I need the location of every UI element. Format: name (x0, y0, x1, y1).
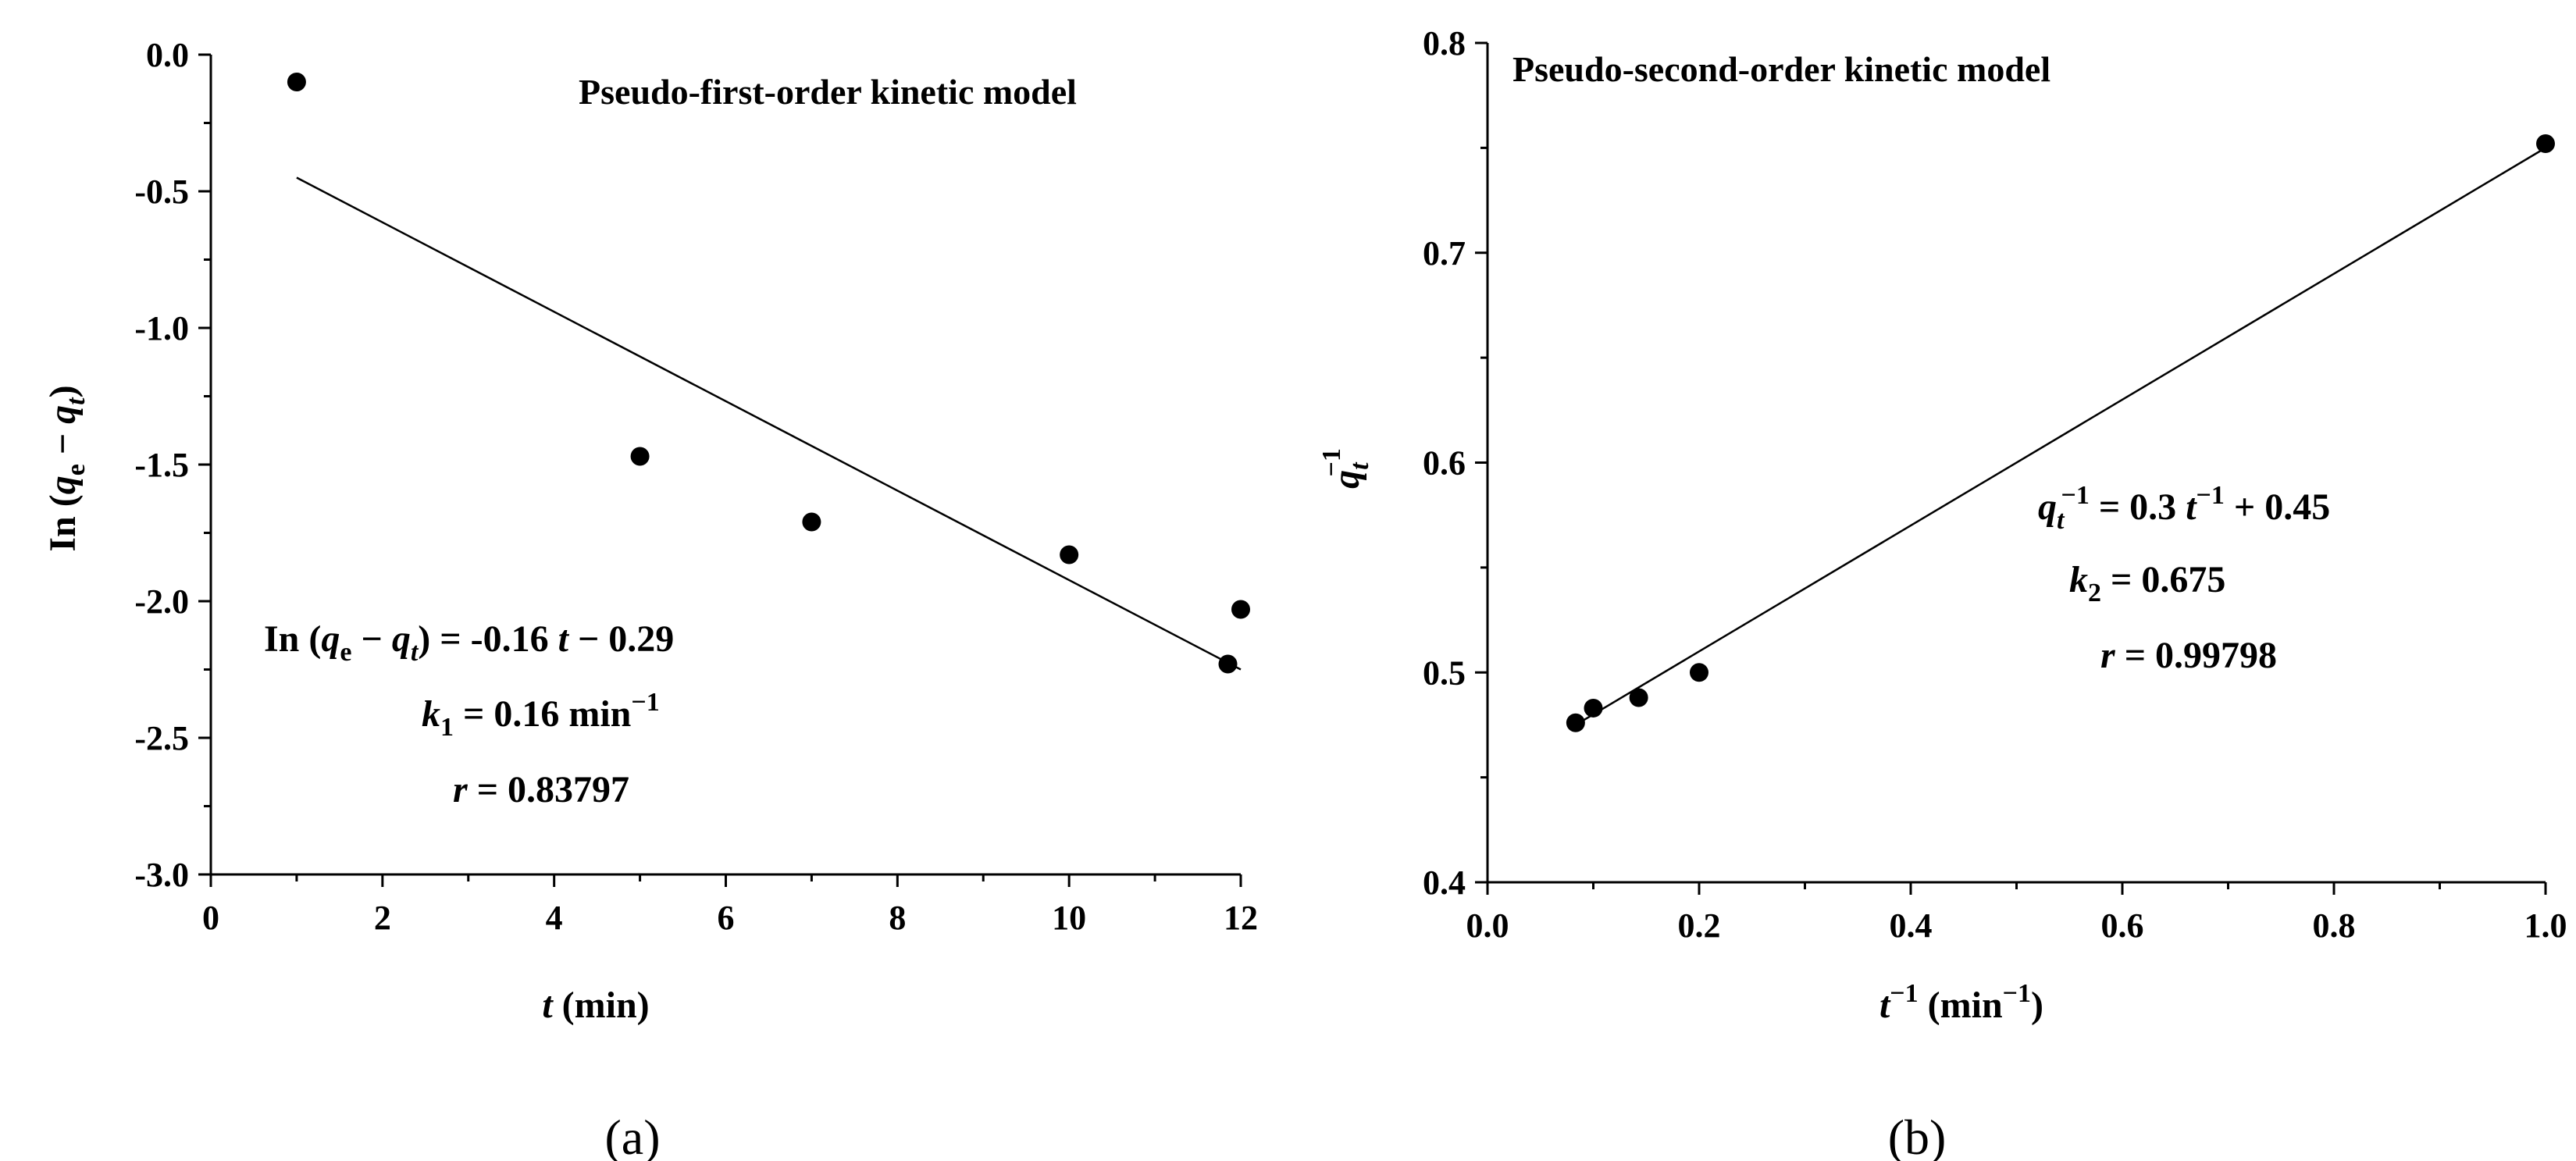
chart-a-panel-label: (a) (604, 1109, 660, 1161)
chart-a-y-tick-label: -2.5 (134, 719, 189, 757)
chart-a-data-point (802, 512, 821, 532)
chart-b-data-point (2536, 134, 2555, 153)
chart-a-data-point (1218, 654, 1238, 674)
chart-b-y-tick-label: 0.6 (1423, 444, 1466, 483)
chart-b-data-point (1584, 698, 1603, 718)
chart-a-x-ticks: 0 2 4 6 8 10 12 (202, 874, 1258, 937)
chart-b-fit-line-group (1575, 147, 2546, 726)
chart-b: 0.4 0.5 0.6 0.7 0.8 0.0 0.2 0.4 0.6 0.8 1.0 Pseud… (1317, 24, 2567, 1161)
chart-b-panel-label: (b) (1888, 1109, 1947, 1161)
chart-a-ylabel-pre: In ( (42, 494, 84, 551)
chart-a-y-ticks: 0.0 -0.5 -1.0 -1.5 -2.0 -2.5 -3.0 (134, 36, 211, 894)
chart-a-correlation: r = 0.83797 (453, 769, 629, 810)
chart-a-data-point (1060, 545, 1079, 564)
chart-a-rate-constant: k1 = 0.16 min−1 (422, 688, 660, 742)
chart-a-data-point (287, 73, 306, 91)
chart-a-x-tick-label: 2 (374, 899, 391, 937)
chart-b-y-tick-label: 0.5 (1423, 654, 1466, 692)
chart-a-x-tick-label: 12 (1224, 899, 1258, 937)
chart-a-y-tick-label: -3.0 (134, 856, 189, 894)
chart-b-y-tick-label: 0.7 (1423, 234, 1466, 272)
chart-b-points (1566, 134, 2555, 732)
chart-a-y-tick-label: -1.0 (134, 309, 189, 347)
chart-b-y-tick-label: 0.4 (1423, 864, 1466, 902)
chart-a-y-tick-label: -0.5 (134, 173, 189, 211)
chart-b-x-tick-label: 1.0 (2524, 906, 2567, 945)
chart-b-y-tick-label: 0.8 (1423, 24, 1466, 62)
chart-b-x-tick-label: 0.4 (1890, 906, 1933, 945)
chart-a-title: Pseudo-first-order kinetic model (579, 72, 1077, 112)
chart-b-x-tick-label: 0.6 (2101, 906, 2144, 945)
chart-a-ylabel-q1: q (42, 475, 84, 494)
chart-a-points (287, 73, 1250, 674)
chart-b-y-ticks: 0.4 0.5 0.6 0.7 0.8 (1423, 24, 1488, 902)
chart-a-y-axis-label: In (qe − qt) (42, 385, 91, 551)
chart-a-ylabel-post: ) (42, 385, 84, 397)
chart-b-data-point (1629, 688, 1648, 707)
chart-a-data-point (1231, 600, 1250, 619)
chart-b-correlation: r = 0.99798 (2100, 635, 2277, 676)
chart-a-fit-line-group (296, 176, 1242, 671)
chart-a-x-tick-label: 10 (1052, 899, 1086, 937)
chart-a-x-tick-label: 6 (718, 899, 735, 937)
chart-a-axes (209, 55, 1241, 876)
chart-b-data-point (1566, 713, 1585, 732)
chart-a-x-axis-label: t (min) (542, 985, 649, 1026)
chart-b-equation: qt−1 = 0.3 t−1 + 0.45 (2038, 481, 2330, 535)
chart-b-rate-constant: k2 = 0.675 (2069, 559, 2225, 607)
chart-b-title: Pseudo-second-order kinetic model (1512, 49, 2050, 89)
chart-a-x-tick-label: 8 (889, 899, 906, 937)
chart-a-ylabel-s1: e (62, 464, 91, 475)
chart-a-xlabel-rest: (min) (553, 985, 650, 1026)
chart-a-x-tick-label: 0 (202, 899, 219, 937)
chart-b-data-point (1690, 663, 1708, 682)
chart-a-y-tick-label: -2.0 (134, 582, 189, 621)
chart-a-y-tick-label: 0.0 (146, 36, 189, 74)
chart-b-x-ticks: 0.0 0.2 0.4 0.6 0.8 1.0 (1466, 882, 2567, 945)
chart-b-x-axis-label: t−1 (min−1) (1879, 979, 2043, 1026)
chart-a-ylabel-s2: t (62, 397, 91, 405)
chart-b-x-tick-label: 0.2 (1678, 906, 1721, 945)
chart-a-x-tick-label: 4 (546, 899, 563, 937)
chart-b-fit-line (1575, 147, 2546, 726)
chart-b-x-tick-label: 0.0 (1466, 906, 1509, 945)
chart-a-y-tick-label: -1.5 (134, 446, 189, 484)
chart-a-ylabel-minus: − (42, 424, 84, 464)
chart-b-y-axis-label: qt−1 (1317, 448, 1374, 489)
chart-a: 0.0 -0.5 -1.0 -1.5 -2.0 -2.5 -3.0 0 2 4 6 8 10 12 Ps… (42, 36, 1258, 1161)
chart-b-x-tick-label: 0.8 (2313, 906, 2356, 945)
chart-a-data-point (630, 447, 650, 466)
chart-a-xlabel-var: t (542, 985, 554, 1026)
chart-a-equation: In (qe − qt) = -0.16 t − 0.29 (264, 618, 674, 667)
chart-a-fit-line (296, 176, 1242, 671)
chart-a-ylabel-q2: q (42, 405, 84, 424)
